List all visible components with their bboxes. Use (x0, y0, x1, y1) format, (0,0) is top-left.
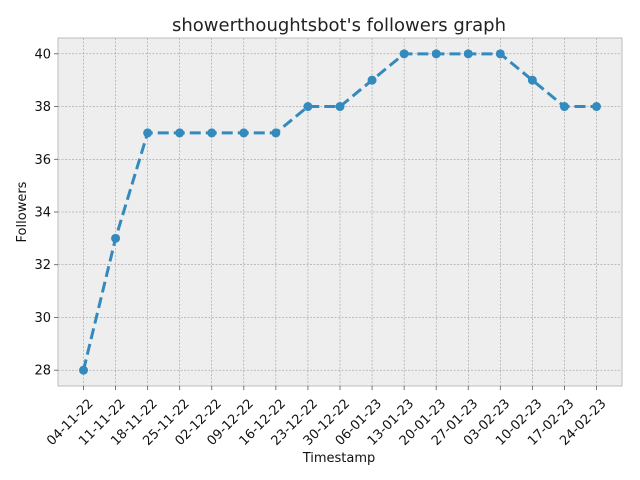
data-point (303, 102, 313, 112)
data-point (79, 365, 88, 375)
data-point (495, 49, 505, 59)
y-tick-label: 36 (34, 153, 51, 168)
y-tick-label: 30 (34, 311, 51, 326)
data-point (175, 128, 185, 138)
y-tick-label: 40 (34, 47, 51, 62)
data-point (592, 102, 601, 112)
series-points-layer (79, 49, 601, 375)
data-point (463, 49, 473, 59)
data-point (239, 128, 249, 138)
data-point (207, 128, 217, 138)
y-axis-label: Followers (15, 181, 30, 242)
y-tick-label: 32 (34, 258, 51, 273)
data-point (111, 233, 121, 243)
y-tick-label: 28 (34, 364, 51, 379)
data-point (399, 49, 409, 59)
data-point (367, 75, 377, 85)
series-line-layer (82, 52, 597, 371)
data-point (271, 128, 281, 138)
y-tick-label: 38 (34, 100, 51, 115)
series-line (82, 52, 597, 371)
y-axis-ticks: 28 30 32 34 36 38 40 (34, 47, 58, 379)
grid-lines (57, 37, 623, 387)
data-point (143, 128, 153, 138)
data-point (335, 102, 345, 112)
y-tick-label: 34 (34, 206, 51, 221)
data-point (527, 75, 537, 85)
x-axis-label: Timestamp (302, 451, 376, 466)
data-point (559, 102, 569, 112)
chart-title: showerthoughtsbot's followers graph (172, 15, 506, 36)
data-point (431, 49, 441, 59)
